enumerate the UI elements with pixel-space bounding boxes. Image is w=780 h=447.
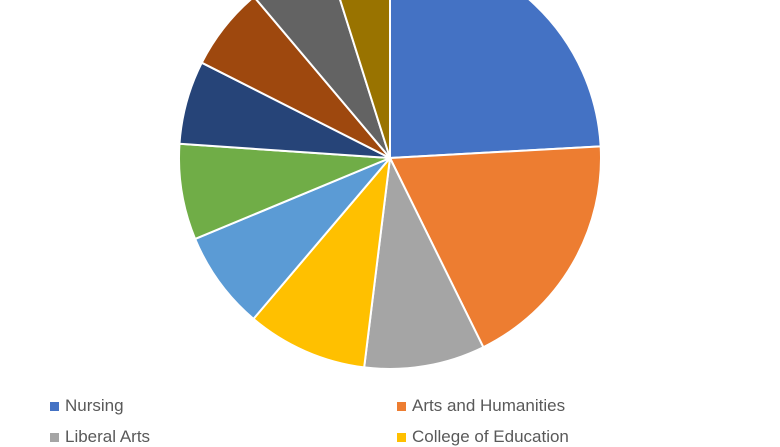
pie-slice-nursing — [389, 0, 602, 159]
legend-label-liberal-arts: Liberal Arts — [65, 427, 151, 446]
pie-slice-slice-10 — [339, 0, 391, 159]
pie-slice-slice-5 — [194, 157, 391, 320]
legend-label-nursing: Nursing — [65, 396, 124, 415]
pie-slice-arts-and-humanities — [389, 145, 603, 349]
legend-item-college-of-education: College of Education — [397, 427, 569, 447]
legend-label-arts-and-humanities: Arts and Humanities — [412, 396, 566, 415]
legend-item-arts-and-humanities: Arts and Humanities — [397, 396, 565, 416]
pie-slice-slice-8 — [200, 0, 391, 159]
legend-swatch-nursing — [50, 401, 59, 411]
legend-label-college-of-education: College of Education — [412, 427, 569, 446]
pie-slice-slice-9 — [255, 0, 391, 159]
pie-slice-slice-6 — [178, 142, 391, 240]
legend-swatch-college-of-education — [397, 432, 406, 442]
legend-item-nursing: Nursing — [50, 396, 124, 416]
legend-swatch-liberal-arts — [50, 432, 59, 442]
legend-swatch-arts-and-humanities — [397, 401, 406, 411]
pie-slice-college-of-education — [252, 157, 391, 369]
pie-slice-liberal-arts — [363, 157, 485, 370]
legend-item-liberal-arts: Liberal Arts — [50, 427, 150, 447]
